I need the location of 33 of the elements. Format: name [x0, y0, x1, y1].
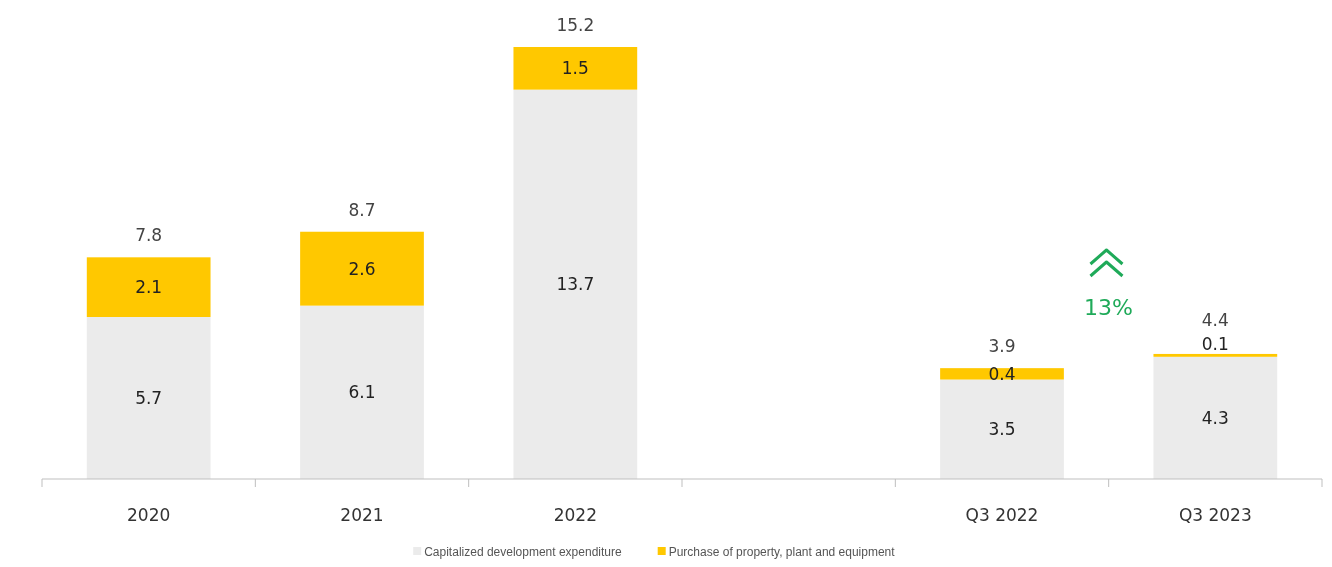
total-label: 4.4	[1201, 309, 1229, 330]
data-label: 13.7	[556, 274, 595, 295]
data-label: 2.6	[348, 258, 376, 279]
data-label: 4.3	[1201, 407, 1229, 428]
bar	[300, 305, 424, 479]
total-label: 7.8	[135, 225, 163, 246]
data-label: 0.1	[1201, 333, 1229, 354]
data-label: 2.1	[135, 277, 163, 298]
x-tick-label: 2022	[553, 505, 597, 525]
data-label: 1.5	[561, 58, 589, 79]
bar	[86, 257, 211, 317]
data-label: 0.4	[988, 363, 1016, 384]
data-label: 5.7	[135, 388, 163, 408]
bar	[1153, 353, 1278, 357]
bar	[940, 379, 1064, 479]
bar	[940, 368, 1064, 380]
total-label: 8.7	[348, 199, 376, 220]
bar	[513, 47, 638, 90]
annotation: 13%	[1084, 295, 1133, 320]
bar	[300, 231, 424, 306]
x-tick-label: 2021	[340, 505, 384, 525]
x-tick-label: 2020	[127, 505, 171, 525]
bar	[86, 317, 211, 479]
bar	[513, 89, 638, 479]
data-label: 6.1	[348, 382, 376, 403]
legend-label: Capitalized development expenditure	[424, 545, 622, 559]
bar	[1153, 356, 1278, 479]
x-tick-label: Q3 2022	[965, 505, 1039, 525]
total-label: 15.2	[556, 15, 595, 35]
total-label: 3.9	[988, 336, 1016, 357]
x-tick-label: Q3 2023	[1178, 505, 1252, 525]
data-label: 3.5	[988, 419, 1016, 440]
legend-label: Purchase of property, plant and equipment	[668, 545, 896, 559]
